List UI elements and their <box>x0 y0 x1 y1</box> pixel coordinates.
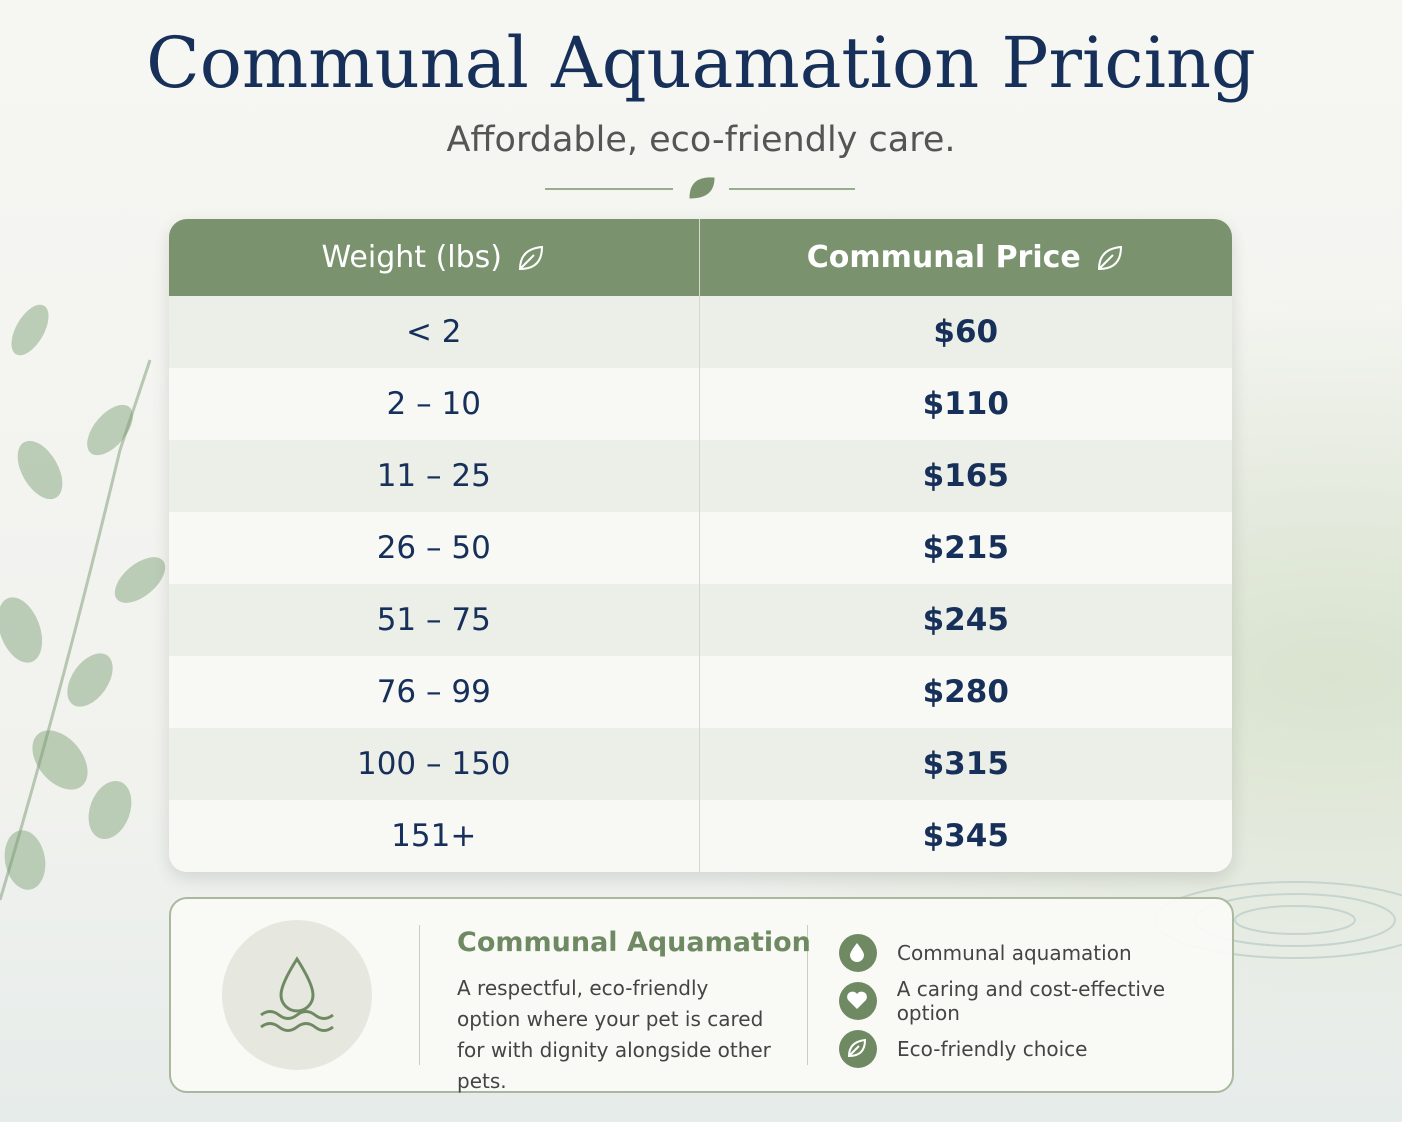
price-cell: $60 <box>933 314 999 350</box>
feature-list: Communal aquamation A caring and cost-eff… <box>839 929 1232 1073</box>
price-cell: $315 <box>922 746 1009 782</box>
table-row: 26 – 50 $215 <box>169 512 1232 584</box>
table-row: 76 – 99 $280 <box>169 656 1232 728</box>
price-cell: $280 <box>922 674 1009 710</box>
leaf-icon <box>518 245 543 270</box>
price-table: Weight (lbs) Communal Price < 2 $60 2 – 10 $1… <box>169 219 1232 872</box>
info-box: Communal Aquamation A respectful, eco-fr… <box>169 897 1234 1093</box>
info-description: A respectful, eco-friendly option where … <box>457 976 771 1093</box>
feature-icon <box>839 934 877 972</box>
price-cell: $165 <box>922 458 1009 494</box>
header-text: Communal Price <box>806 240 1081 275</box>
subtitle: Affordable, eco-friendly care. <box>446 120 956 160</box>
feature-icon <box>839 1030 877 1068</box>
weight-cell: 51 – 75 <box>169 584 700 656</box>
weight-cell: 100 – 150 <box>169 728 700 800</box>
feature: A caring and cost-effective option <box>839 977 1232 1025</box>
header-text: Weight (lbs) <box>321 240 502 275</box>
weight-cell: 11 – 25 <box>169 440 700 512</box>
feature: Communal aquamation <box>839 929 1232 977</box>
feature-text: Communal aquamation <box>897 941 1132 965</box>
price-cell: $245 <box>922 602 1009 638</box>
leaf-icon <box>1097 245 1122 270</box>
table-body: < 2 $60 2 – 10 $110 11 – 25 $165 26 – 50 $215 51… <box>169 296 1232 872</box>
table-row: 151+ $345 <box>169 800 1232 872</box>
weight-cell: 76 – 99 <box>169 656 700 728</box>
title: Communal Aquamation Pricing <box>146 22 1256 104</box>
table-row: 11 – 25 $165 <box>169 440 1232 512</box>
feature: Eco-friendly choice <box>839 1025 1232 1073</box>
divider <box>807 925 808 1065</box>
weight-cell: 151+ <box>169 800 700 872</box>
divider <box>419 925 420 1065</box>
feature-icon <box>839 982 877 1020</box>
header-row: Weight (lbs) Communal Price <box>169 219 1232 296</box>
table-row: 100 – 150 $315 <box>169 728 1232 800</box>
water-icon <box>222 920 372 1070</box>
header-cell: Communal Price <box>700 219 1233 296</box>
table-row: < 2 $60 <box>169 296 1232 368</box>
feature-text: Eco-friendly choice <box>897 1037 1088 1061</box>
weight-cell: 2 – 10 <box>169 368 700 440</box>
table-row: 51 – 75 $245 <box>169 584 1232 656</box>
weight-cell: < 2 <box>169 296 700 368</box>
table-row: 2 – 10 $110 <box>169 368 1232 440</box>
info-title: Communal Aquamation <box>457 927 811 958</box>
feature-text: A caring and cost-effective option <box>896 977 1166 1025</box>
price-cell: $215 <box>922 530 1009 566</box>
header-cell: Weight (lbs) <box>169 219 700 296</box>
weight-cell: 26 – 50 <box>169 512 700 584</box>
price-cell: $110 <box>922 386 1009 422</box>
price-cell: $345 <box>922 818 1009 854</box>
